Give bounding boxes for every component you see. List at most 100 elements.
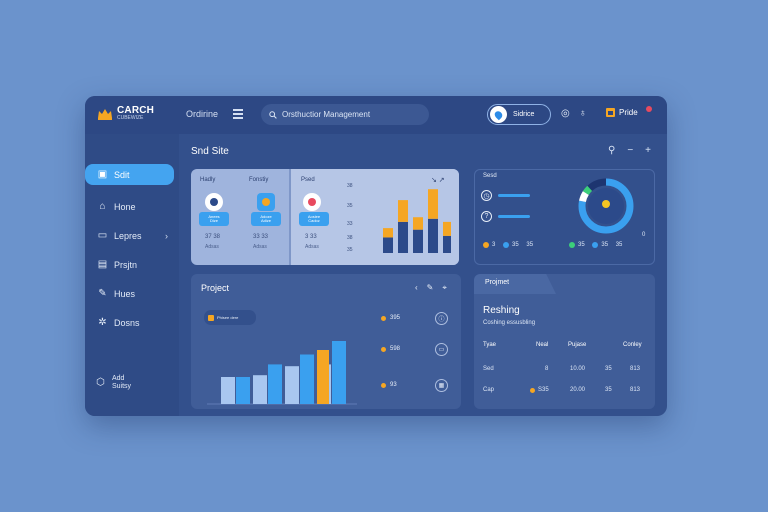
overview-col-3[interactable]: Psed Aosiee Cadoz 3 33 Adsas xyxy=(295,169,341,265)
donut-legend-row[interactable]: ? xyxy=(481,211,530,222)
sidebar-item-notes[interactable]: ✎ Hues xyxy=(85,283,174,304)
avatar xyxy=(205,193,223,211)
layers-icon: ▭ xyxy=(97,229,108,241)
stat-dot xyxy=(483,242,489,248)
table-header[interactable]: Pujase xyxy=(568,342,587,348)
avatar xyxy=(257,193,275,211)
sidebar-item-label: Dosns xyxy=(114,317,140,328)
search-bar[interactable] xyxy=(261,104,429,125)
overview-col-2[interactable]: Fonstiy Adoze Adize 33 33 Adsas xyxy=(243,169,289,265)
topnav-label[interactable]: Ordirine xyxy=(186,109,219,119)
location-pill[interactable]: Sidrice xyxy=(487,104,551,125)
overview-col-1[interactable]: Hadly Anees Dize 37 38 Adsas xyxy=(191,169,237,265)
table-card-heading: Reshing xyxy=(483,305,520,316)
project-legend-item[interactable]: 93 ▦ xyxy=(381,378,448,392)
stat-dot xyxy=(592,242,599,248)
bar xyxy=(383,237,393,253)
overview-col-head: Hadly xyxy=(200,177,216,183)
user-menu[interactable]: Pride xyxy=(606,108,638,117)
bar xyxy=(428,189,438,219)
y-tick: 33 xyxy=(347,221,353,227)
stat-value: 35 xyxy=(526,242,534,248)
lightbulb-icon xyxy=(602,200,610,208)
document-icon: ▤ xyxy=(97,258,108,270)
table-header[interactable]: Conley xyxy=(623,342,642,348)
overview-col-badge: Adoze Adize xyxy=(251,212,281,226)
bar xyxy=(413,217,423,230)
badge-line: Dize xyxy=(209,218,218,223)
bar xyxy=(221,377,235,404)
sidebar-item-label: Hone xyxy=(114,201,136,212)
legend-dot xyxy=(381,346,386,352)
overview-col-badge: Aosiee Cadoz xyxy=(299,212,329,226)
legend-bar xyxy=(498,215,530,218)
table-card-tab[interactable] xyxy=(474,274,556,294)
search-icon[interactable]: ⚲ xyxy=(608,145,616,156)
y-tick: 35 xyxy=(347,203,353,209)
donut-legend-row[interactable]: ◷ xyxy=(481,190,530,201)
bar xyxy=(253,375,267,404)
stat-value: 3 xyxy=(492,242,496,248)
bar xyxy=(317,350,329,404)
panel-expand-icon[interactable]: ↘ ↗ xyxy=(431,177,445,184)
globe-icon[interactable]: ◎ xyxy=(561,108,570,119)
bar xyxy=(300,354,314,404)
logo-subtitle: CUBEWIZE xyxy=(117,115,144,121)
stat-value: 35 xyxy=(578,242,585,248)
logo-title: CARCH xyxy=(117,105,155,116)
table-cell: 35 xyxy=(605,387,612,393)
bar xyxy=(383,228,393,238)
table-card-tab-label: Projmet xyxy=(485,279,510,286)
menu-icon[interactable] xyxy=(233,109,243,119)
notification-badge xyxy=(646,106,652,112)
table-cell: Sed xyxy=(483,366,494,372)
bar xyxy=(236,377,250,404)
cube-icon: ⬡ xyxy=(96,376,105,388)
page-title: Snd Site xyxy=(191,146,229,157)
minimize-icon[interactable]: − xyxy=(627,145,634,156)
bar xyxy=(332,341,346,404)
folder-icon[interactable]: ▭ xyxy=(435,342,448,356)
sidebar-add-button[interactable]: ⬡ Add Suitsy xyxy=(95,375,131,390)
table-header[interactable]: Tyae xyxy=(483,342,497,348)
sidebar-item-home[interactable]: ⌂ Hone xyxy=(85,196,174,217)
user-name: Pride xyxy=(619,108,638,117)
stat-value: 35 xyxy=(512,242,519,248)
legend-dot xyxy=(381,382,386,388)
table-cell: 813 xyxy=(630,366,641,372)
overview-bar-chart xyxy=(383,189,451,253)
project-legend-item[interactable]: 598 ▭ xyxy=(381,342,448,356)
chevron-left-icon[interactable]: ‹ xyxy=(415,283,418,292)
table-cell: 8 xyxy=(545,366,549,372)
logo[interactable]: CARCH CUBEWIZE xyxy=(97,106,154,121)
bar xyxy=(428,218,438,253)
avatar xyxy=(303,193,321,211)
sidebar-item-dashboard[interactable]: ▣ Sdit xyxy=(85,164,174,185)
sidebar-item-settings[interactable]: ✲ Dosns xyxy=(85,312,174,333)
badge-line: Adize xyxy=(260,218,271,223)
lightbulb-icon[interactable]: ♁ xyxy=(579,108,587,119)
add-icon[interactable]: + xyxy=(645,145,652,156)
project-card: Project ‹ ✎ ⌖ Phisee dere 395 ⓘ 598 ▭ 93… xyxy=(191,274,461,409)
table-cell: 20.00 xyxy=(570,387,586,393)
user-crown-icon xyxy=(606,108,615,117)
grid-icon[interactable]: ▦ xyxy=(435,378,448,392)
sidebar: ▣ Sdit ⌂ Hone ▭ Lepres › ▤ Prsjtn ✎ Hues… xyxy=(85,134,179,416)
overview-card: Hadly Anees Dize 37 38 Adsas Fonstiy Ado… xyxy=(191,169,459,265)
table-header[interactable]: Neal xyxy=(536,342,549,348)
stat-dot xyxy=(569,242,575,248)
top-bar: CARCH CUBEWIZE Ordirine Sidrice ◎ ♁ Prid… xyxy=(85,96,667,134)
table-cell: 10.00 xyxy=(570,366,586,372)
pin-icon[interactable]: ⌖ xyxy=(442,283,447,292)
project-legend-item[interactable]: 395 ⓘ xyxy=(381,311,448,325)
sidebar-item-documents[interactable]: ▤ Prsjtn xyxy=(85,254,174,275)
info-icon[interactable]: ⓘ xyxy=(435,311,448,325)
table-card: Projmet Reshing Coshing essusbling Tyae … xyxy=(474,274,655,409)
badge-line: Aosiee xyxy=(307,213,321,219)
edit-icon[interactable]: ✎ xyxy=(426,283,434,292)
overview-col-value: 33 33 xyxy=(253,234,269,240)
location-pill-label: Sidrice xyxy=(513,111,535,118)
chart-tag[interactable]: Phisee dere xyxy=(204,310,256,325)
sidebar-item-layers[interactable]: ▭ Lepres › xyxy=(85,225,174,246)
search-input[interactable] xyxy=(282,110,422,119)
